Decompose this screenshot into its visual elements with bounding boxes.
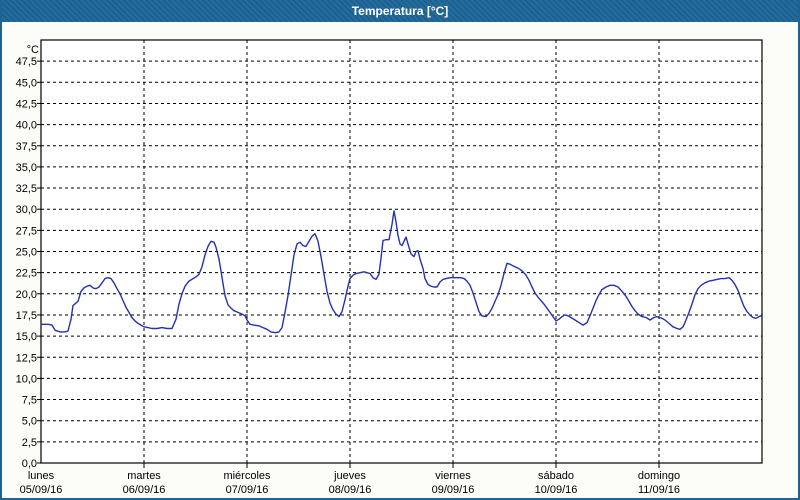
day-name-label: jueves [333,470,366,482]
y-tick-label: 37,5 [16,141,37,153]
y-tick-label: 40,0 [16,120,37,132]
y-tick-label: 35,0 [16,162,37,174]
y-tick-label: 45,0 [16,77,37,89]
y-tick-label: 2,5 [22,437,37,449]
y-tick-label: 22,5 [16,268,37,280]
y-tick-label: 0,0 [22,458,37,470]
y-tick-label: 15,0 [16,331,37,343]
y-tick-label: 42,5 [16,98,37,110]
day-name-label: miércoles [223,470,271,482]
window-title: Temperatura [°C] [351,4,449,18]
y-tick-label: 20,0 [16,289,37,301]
chart-area: 0,0 2,5 5,0 7,5 10,0 12,5 15,0 17,5 20,0 22,5 25,0… [2,22,798,498]
day-name-label: lunes [28,470,55,482]
y-tick-label: 5,0 [22,416,37,428]
y-tick-label: 25,0 [16,247,37,259]
day-date-label: 11/09/16 [638,484,680,496]
y-tick-label: 30,0 [16,204,37,216]
temperature-series-line [40,210,762,334]
y-tick-label: 27,5 [16,225,37,237]
y-tick-label: 12,5 [16,352,37,364]
day-date-label: 07/09/16 [226,484,269,496]
day-date-label: 06/09/16 [123,484,166,496]
y-tick-label: 10,0 [16,373,37,385]
day-name-label: sábado [538,470,574,482]
y-tick-label: 32,5 [16,183,37,195]
y-tick-label: 47,5 [16,56,37,68]
day-name-label: viernes [435,470,471,482]
day-date-label: 09/09/16 [432,484,475,496]
title-bar[interactable]: Temperatura [°C] [2,0,798,22]
day-date-label: 08/09/16 [329,484,372,496]
day-date-label: 10/09/16 [535,484,578,496]
day-date-label: 05/09/16 [20,484,63,496]
y-axis-unit-label: °C [27,44,39,56]
day-name-label: martes [127,470,161,482]
y-tick-label: 17,5 [16,310,37,322]
temperature-chart: 0,0 2,5 5,0 7,5 10,0 12,5 15,0 17,5 20,0 22,5 25,0… [16,39,763,496]
y-tick-label: 7,5 [22,395,37,407]
day-name-label: domingo [638,470,680,482]
